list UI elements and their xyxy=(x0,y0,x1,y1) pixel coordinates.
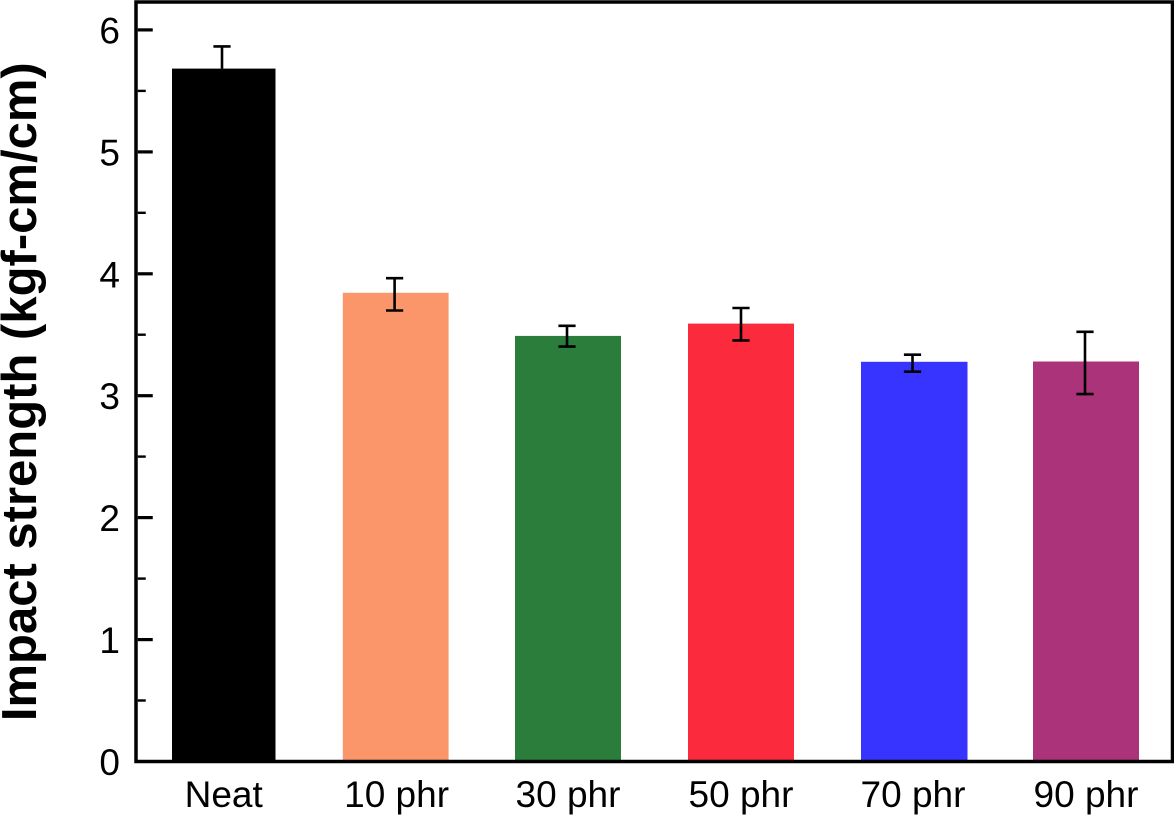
svg-text:6: 6 xyxy=(99,10,120,51)
svg-text:50 phr: 50 phr xyxy=(689,774,794,815)
svg-text:30 phr: 30 phr xyxy=(516,774,621,815)
svg-text:90 phr: 90 phr xyxy=(1034,774,1139,815)
svg-text:70 phr: 70 phr xyxy=(861,774,966,815)
svg-text:1: 1 xyxy=(99,620,120,661)
svg-text:5: 5 xyxy=(99,132,120,173)
svg-text:3: 3 xyxy=(99,376,120,417)
svg-text:4: 4 xyxy=(99,254,120,295)
svg-text:10 phr: 10 phr xyxy=(344,774,449,815)
svg-text:2: 2 xyxy=(99,498,120,539)
svg-text:Impact strength (kgf-cm/cm): Impact strength (kgf-cm/cm) xyxy=(0,62,47,721)
svg-text:0: 0 xyxy=(99,742,120,783)
svg-text:Neat: Neat xyxy=(185,774,264,815)
